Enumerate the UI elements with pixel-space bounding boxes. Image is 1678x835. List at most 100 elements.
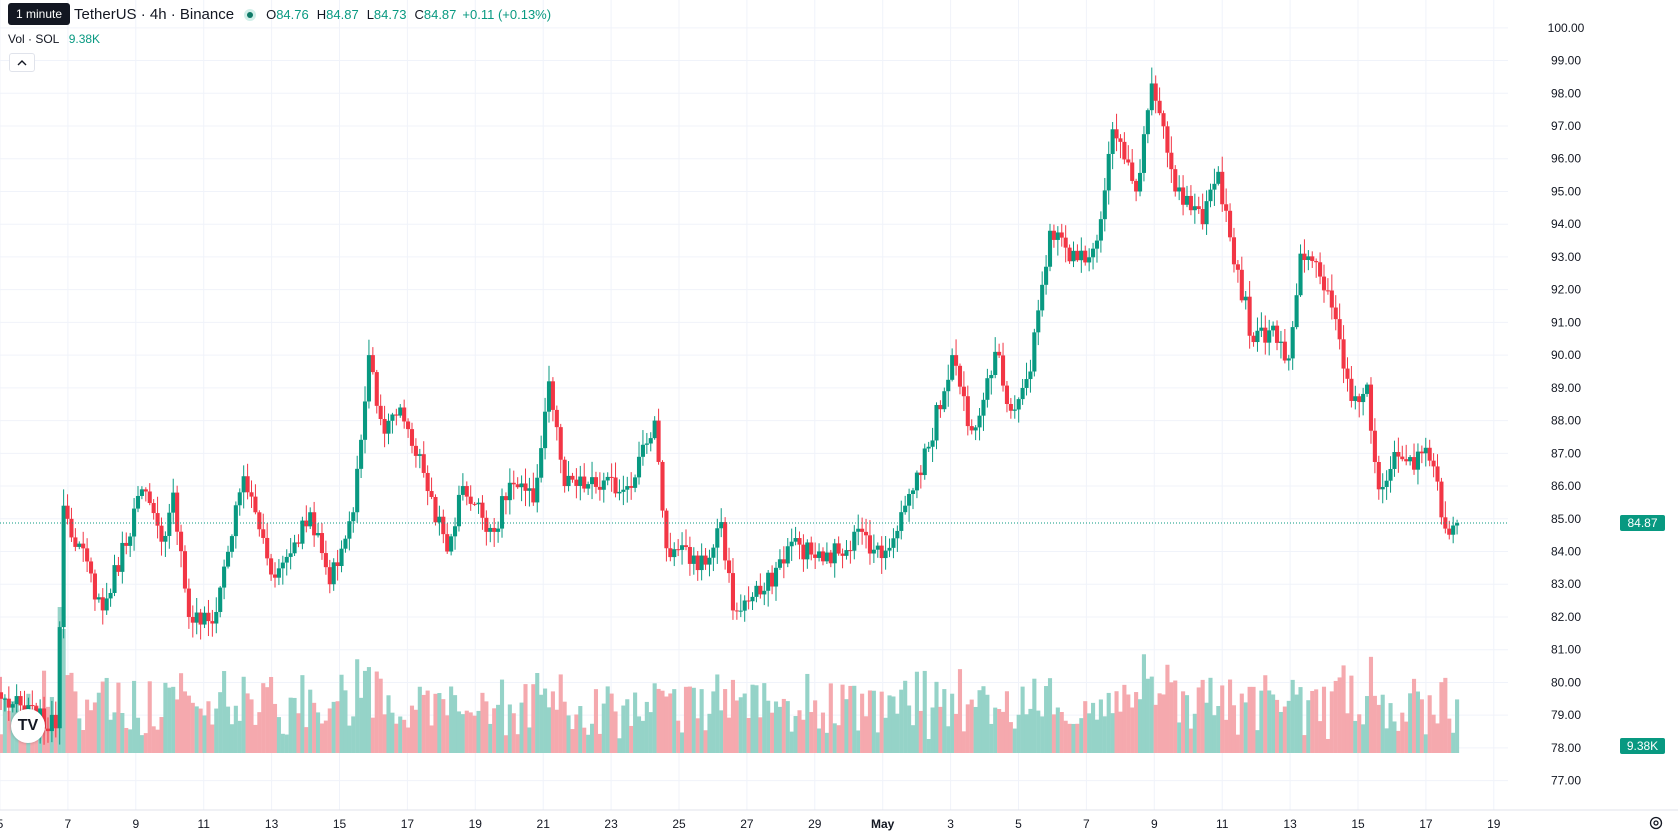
candle-body — [1251, 335, 1256, 343]
candle-body — [171, 492, 176, 513]
settings-gear-icon[interactable] — [1648, 815, 1664, 831]
candle-body — [601, 480, 606, 490]
candle-body — [135, 495, 141, 509]
volume-bar — [789, 731, 794, 753]
volume-bar — [1384, 728, 1389, 753]
volume-bar — [1235, 734, 1240, 753]
candle-body — [1094, 240, 1100, 249]
volume-bar — [636, 716, 642, 753]
volume-bar — [1231, 705, 1237, 753]
candle-body — [848, 550, 853, 552]
candle-body — [272, 574, 278, 578]
volume-bar — [1298, 687, 1303, 753]
chevron-up-icon — [17, 60, 27, 66]
volume-bar — [605, 686, 610, 753]
volume-label[interactable]: Vol · SOL — [8, 32, 60, 46]
volume-bar — [222, 671, 227, 753]
volume-bar — [1290, 679, 1295, 753]
candle-body — [139, 489, 144, 496]
candle-body — [57, 627, 62, 729]
candle-body — [723, 522, 728, 561]
volume-bar — [496, 704, 501, 753]
candle-body — [1404, 459, 1409, 462]
collapse-legend-button[interactable] — [9, 53, 35, 72]
volume-bar — [726, 717, 732, 753]
candle-body — [930, 440, 935, 447]
candle-body — [914, 472, 919, 491]
volume-bar — [617, 738, 622, 753]
candle-body — [1040, 284, 1045, 311]
volume-legend: Vol · SOL 9.38K — [8, 32, 100, 46]
volume-bar — [507, 704, 512, 753]
candle-body — [1278, 341, 1283, 343]
volume-bar — [1447, 718, 1452, 753]
volume-bar — [100, 681, 105, 753]
candle-body — [1365, 384, 1370, 394]
candle-body — [124, 542, 129, 546]
volume-bar — [1224, 719, 1229, 753]
candle-body — [1345, 368, 1350, 379]
candle-body — [691, 555, 696, 564]
candle-body — [1380, 486, 1385, 490]
time-tick-label: 29 — [808, 817, 822, 831]
market-status-icon[interactable] — [244, 8, 257, 21]
volume-bar — [907, 705, 912, 753]
candle-body — [1000, 355, 1006, 386]
candle-body — [817, 551, 822, 558]
candle-body — [1157, 100, 1162, 114]
volume-bar — [586, 734, 591, 753]
volume-bar — [668, 693, 673, 753]
volume-bar — [85, 699, 90, 753]
volume-bar — [1051, 714, 1056, 753]
volume-bar — [621, 705, 626, 753]
volume-bar — [1325, 738, 1330, 753]
volume-bar — [1255, 730, 1260, 753]
volume-bar — [370, 717, 375, 753]
candle-body — [644, 443, 649, 445]
tradingview-logo[interactable]: TV — [11, 709, 45, 743]
volume-bar — [292, 697, 297, 753]
volume-bar — [738, 697, 743, 753]
volume-bar — [308, 689, 313, 753]
candle-body — [539, 448, 544, 478]
volume-bar — [319, 723, 325, 753]
volume-bar — [766, 700, 771, 753]
price-tick-label: 87.00 — [1551, 446, 1581, 460]
candle-body — [730, 573, 736, 611]
volume-bar — [601, 703, 606, 753]
candle-body — [918, 472, 923, 476]
candle-body — [1408, 457, 1413, 462]
candle-body — [1372, 430, 1377, 462]
volume-bar — [1134, 692, 1139, 753]
candle-body — [413, 445, 418, 456]
volume-bar — [1008, 722, 1013, 753]
candle-body — [961, 386, 966, 397]
candle-body — [1184, 195, 1190, 205]
volume-bar — [1318, 721, 1323, 753]
candle-body — [879, 545, 884, 559]
candle-body — [2, 698, 7, 700]
volume-bar — [539, 694, 544, 753]
price-tick-label: 85.00 — [1551, 512, 1581, 526]
candle-body — [797, 538, 802, 545]
volume-bar — [265, 687, 270, 753]
candle-body — [617, 491, 622, 494]
candle-body — [116, 565, 121, 572]
candle-body — [609, 476, 614, 478]
candle-body — [1196, 206, 1201, 210]
symbol-title[interactable]: TetherUS · 4h · Binance — [74, 6, 235, 23]
candle-body — [378, 405, 383, 420]
volume-bar — [6, 710, 11, 753]
time-tick-label: 5 — [1015, 817, 1022, 831]
candle-body — [809, 542, 814, 555]
volume-bar — [1126, 694, 1131, 753]
candle-body — [1314, 261, 1319, 263]
candle-body — [300, 520, 305, 544]
volume-bar — [194, 706, 199, 753]
volume-bar — [961, 731, 966, 753]
volume-bar — [390, 712, 395, 753]
candle-body — [664, 510, 669, 549]
volume-bar — [147, 681, 152, 753]
volume-bar — [723, 689, 728, 753]
